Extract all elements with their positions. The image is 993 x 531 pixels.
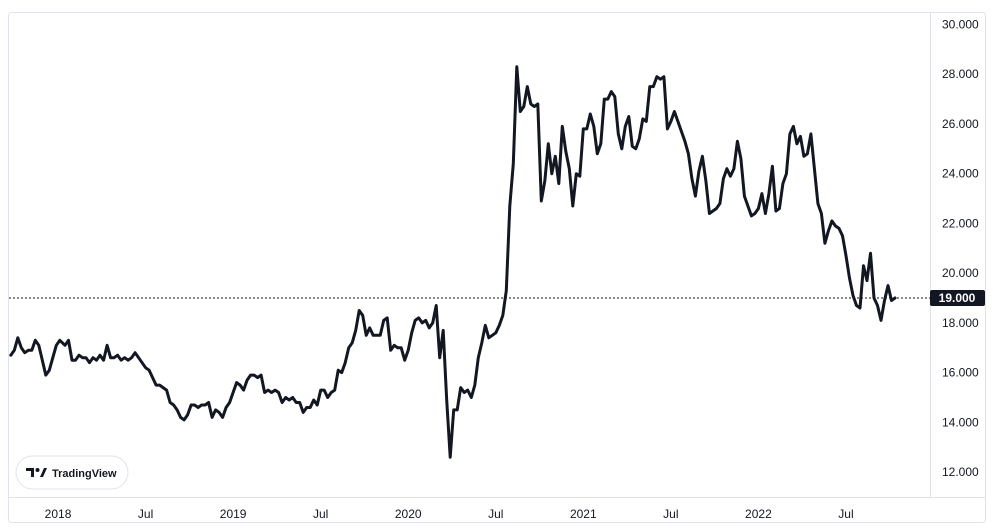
- y-tick-label: 14.000: [942, 415, 979, 429]
- y-tick-label: 24.000: [942, 167, 979, 181]
- last-price-tag-background: [930, 290, 985, 307]
- y-tick-label: 20.000: [942, 266, 979, 280]
- y-tick-label: 26.000: [942, 117, 979, 131]
- tradingview-logo-icon: [26, 468, 47, 477]
- y-axis[interactable]: 12.000 14.000 16.000 18.000 20.000 22.000 24.0…: [942, 17, 979, 479]
- tradingview-logo-text: TradingView: [52, 468, 117, 480]
- x-tick-label: 2020: [395, 507, 422, 521]
- y-tick-label: 12.000: [942, 465, 979, 479]
- x-tick-label: 2018: [45, 507, 72, 521]
- tradingview-logo-badge[interactable]: TradingView: [15, 455, 129, 490]
- logo-badge-background: [15, 455, 129, 490]
- x-tick-label: 2022: [745, 507, 772, 521]
- y-tick-label: 30.000: [942, 17, 979, 31]
- y-tick-label: 28.000: [942, 67, 979, 81]
- x-tick-label: Jul: [313, 507, 328, 521]
- series-line[interactable]: [9, 65, 897, 459]
- y-tick-label: 16.000: [942, 366, 979, 380]
- x-tick-label: 2019: [220, 507, 247, 521]
- x-tick-label: Jul: [838, 507, 853, 521]
- y-tick-label: 22.000: [942, 216, 979, 230]
- x-tick-label: Jul: [663, 507, 678, 521]
- series-layer[interactable]: [9, 65, 897, 459]
- y-tick-label: 18.000: [942, 316, 979, 330]
- x-axis[interactable]: 2018 Jul 2019 Jul 2020 Jul 2021 Jul 2022 Jul: [45, 507, 854, 521]
- x-tick-label: Jul: [138, 507, 153, 521]
- last-price-tag: 19.000: [930, 290, 985, 307]
- plot-area-border: [8, 12, 986, 523]
- last-price-label: 19.000: [939, 291, 976, 305]
- x-tick-label: Jul: [488, 507, 503, 521]
- x-tick-label: 2021: [570, 507, 597, 521]
